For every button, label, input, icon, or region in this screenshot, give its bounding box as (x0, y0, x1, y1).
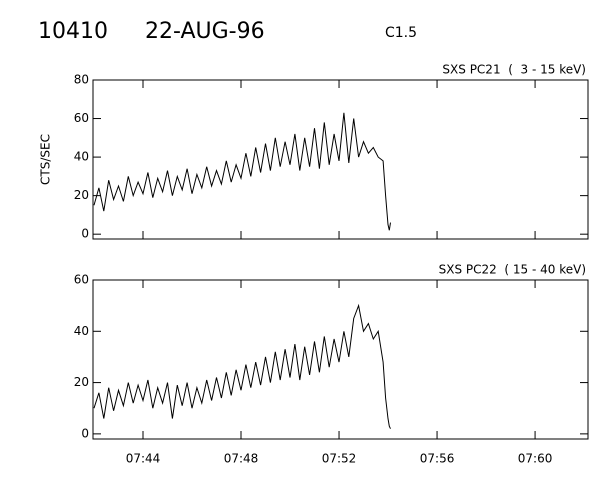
y-tick-label: 60 (74, 111, 89, 125)
y-tick-label: 20 (74, 188, 89, 202)
y-tick-label: 60 (74, 273, 89, 287)
y-tick-label: 0 (81, 227, 89, 241)
plot-frame (92, 279, 589, 440)
x-tick-label: 07:52 (322, 452, 357, 466)
y-tick-label: 80 (74, 73, 89, 87)
plot-frame (92, 79, 589, 240)
y-tick-label: 0 (81, 426, 89, 440)
x-tick-label: 07:60 (518, 452, 553, 466)
data-line (93, 303, 391, 429)
event-id: 10410 (38, 19, 108, 44)
flare-class: C1.5 (385, 25, 417, 41)
x-tick-label: 07:56 (420, 452, 455, 466)
x-tick-label: 07:48 (224, 452, 259, 466)
panel-title: SXS PC22 ( 15 - 40 keV) (439, 263, 586, 277)
x-tick-label: 07:44 (126, 452, 161, 466)
y-tick-label: 40 (74, 150, 89, 164)
y-tick-label: 40 (74, 324, 89, 338)
panel-title: SXS PC21 ( 3 - 15 keV) (442, 63, 586, 77)
event-date: 22-AUG-96 (145, 19, 265, 44)
data-line (93, 112, 391, 231)
y-tick-label: 20 (74, 375, 89, 389)
y-axis-label: CTS/SEC (39, 134, 53, 185)
